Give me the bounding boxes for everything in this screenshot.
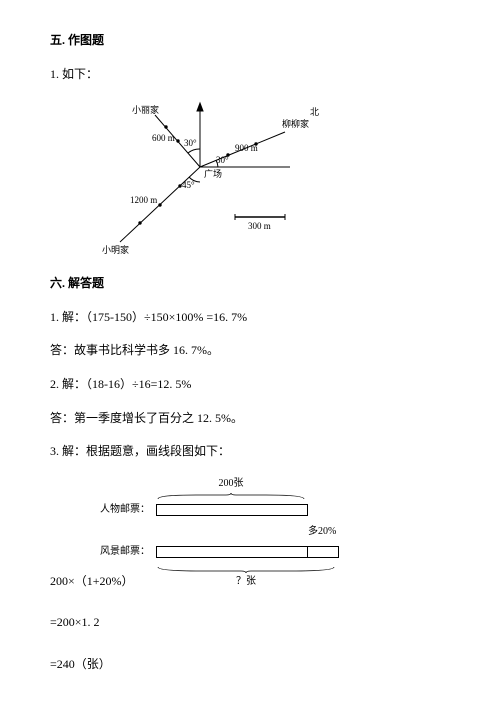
- bar-label-1: 人物邮票：: [80, 501, 156, 519]
- q3-intro: 3. 解：根据题意，画线段图如下：: [50, 441, 450, 463]
- q2-answer: 答：第一季度增长了百分之 12. 5%。: [50, 408, 450, 430]
- bar-bottom-label: ？张: [156, 565, 336, 591]
- compass-dist-600: 600 m: [152, 133, 175, 143]
- compass-diagram: 小丽家 柳柳家 北 600 m 900 m 1200 m 300 m 30° 3…: [70, 97, 330, 257]
- compass-bottom-label: 小明家: [102, 244, 129, 255]
- compass-label-topleft: 小丽家: [132, 104, 159, 115]
- page-content: 五. 作图题 1. 如下：: [0, 0, 500, 708]
- bar-extra-label: 多20%: [308, 523, 380, 541]
- compass-dist-900: 900 m: [235, 143, 258, 153]
- bar-row-1: 人物邮票：: [80, 501, 380, 519]
- section-6-title: 六. 解答题: [50, 273, 450, 295]
- compass-dist-1200: 1200 m: [130, 195, 157, 205]
- compass-center-label: 广场: [204, 168, 222, 179]
- bar-row-2: 风景邮票：: [80, 543, 380, 561]
- q1-calc: 1. 解：（175-150）÷150×100% =16. 7%: [50, 307, 450, 329]
- item-1-label: 1. 如下：: [50, 64, 450, 86]
- section-5-title: 五. 作图题: [50, 30, 450, 52]
- compass-label-north: 北: [310, 107, 319, 117]
- compass-dist-300: 300 m: [248, 221, 271, 231]
- bar-extra-box: [308, 546, 339, 558]
- compass-ang-30b: 30°: [216, 155, 229, 165]
- q1-answer: 答：故事书比科学书多 16. 7%。: [50, 340, 450, 362]
- compass-svg: 小丽家 柳柳家 北 600 m 900 m 1200 m 300 m 30° 3…: [70, 97, 330, 257]
- bar-label-2: 风景邮票：: [80, 543, 156, 561]
- compass-ang-30a: 30°: [184, 138, 197, 148]
- bar-top-label: 200张: [156, 475, 306, 501]
- q3-calc2: =200×1. 2: [50, 612, 450, 634]
- bar-box-1: [156, 504, 308, 516]
- bar-box-2: [156, 546, 308, 558]
- q3-calc3: =240（张）: [50, 654, 450, 676]
- compass-label-topright: 柳柳家: [282, 118, 309, 129]
- bar-diagram: 200张 人物邮票： 多20% 风景邮票： ？张: [80, 475, 380, 555]
- compass-ang-45: 45°: [182, 180, 195, 190]
- q2-calc: 2. 解：（18-16）÷16=12. 5%: [50, 374, 450, 396]
